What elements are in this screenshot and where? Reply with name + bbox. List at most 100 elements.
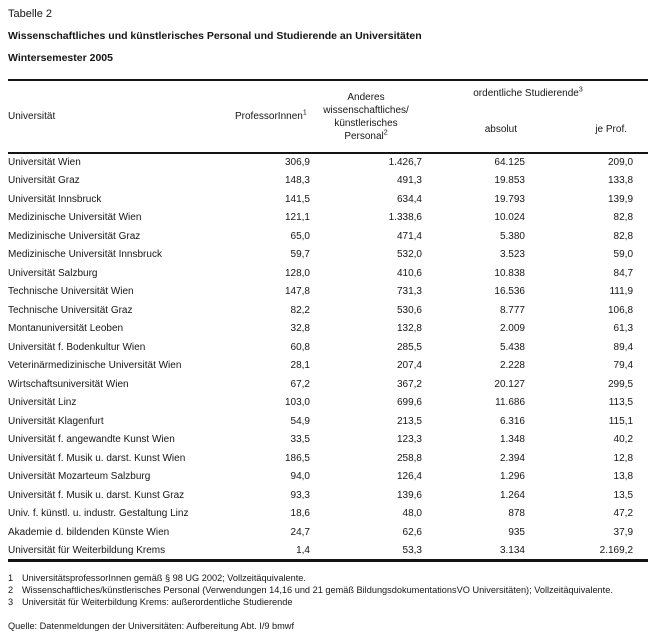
students-absolut-value-cell: 8.777 [499, 304, 525, 316]
students-absolut-value-cell: 1.296 [499, 471, 525, 483]
professors-value-cell: 103,0 [284, 397, 310, 409]
students-je-prof-value-cell: 13,5 [613, 489, 634, 501]
students-je-prof-value-cell: 59,0 [613, 249, 634, 261]
students-absolut-value-cell: 3.523 [499, 249, 525, 261]
table-row: Montanuniversität Leoben 32,8 132,8 2.00… [8, 320, 648, 339]
university-name-cell: Universität f. Bodenkultur Wien [8, 341, 146, 353]
table-row: Universität Salzburg 128,0 410,6 10.838 … [8, 264, 648, 283]
professors-value-cell: 28,1 [290, 360, 310, 372]
document-subtitle: Wintersemester 2005 [8, 52, 113, 64]
professors-value-cell: 93,3 [290, 489, 310, 501]
table-row: Technische Universität Wien 147,8 731,3 … [8, 283, 648, 302]
other-staff-value-cell: 48,0 [402, 508, 422, 520]
other-staff-line-3: künstlerisches [334, 117, 398, 129]
table-row: Universität f. angewandte Kunst Wien 33,… [8, 431, 648, 450]
students-absolut-value-cell: 935 [508, 526, 525, 538]
students-absolut-value-cell: 20.127 [494, 378, 525, 390]
university-name-cell: Akademie d. bildenden Künste Wien [8, 526, 170, 538]
other-staff-value-cell: 634,4 [396, 193, 422, 205]
table-row: Universität Linz 103,0 699,6 11.686 113,… [8, 394, 648, 413]
students-je-prof-value-cell: 113,5 [608, 397, 634, 409]
table-row: Medizinische Universität Innsbruck 59,7 … [8, 246, 648, 265]
students-je-prof-value-cell: 139,9 [607, 193, 634, 205]
other-staff-value-cell: 532,0 [396, 249, 422, 261]
students-je-prof-value-cell: 82,8 [613, 230, 634, 242]
other-staff-value-cell: 258,8 [396, 452, 422, 464]
footnote-text: Universität für Weiterbildung Krems: auß… [22, 597, 293, 608]
professors-value-cell: 33,5 [290, 434, 310, 446]
table-row: Technische Universität Graz 82,2 530,6 8… [8, 301, 648, 320]
document-title: Wissenschaftliches und künstlerisches Pe… [8, 30, 422, 42]
other-staff-value-cell: 1.338,6 [388, 212, 422, 224]
footnote-marker-1: 1 [302, 109, 307, 117]
professors-value-cell: 128,0 [284, 267, 310, 279]
professors-value-cell: 24,7 [290, 526, 310, 538]
table-row: Universität f. Musik u. darst. Kunst Gra… [8, 486, 648, 505]
professors-value-cell: 65,0 [290, 230, 310, 242]
footnote-marker-2: 2 [383, 129, 388, 137]
other-staff-value-cell: 213,5 [396, 415, 422, 427]
table-row: Universität für Weiterbildung Krems 1,4 … [8, 542, 648, 561]
table-row: Univ. f. künstl. u. industr. Gestaltung … [8, 505, 648, 524]
students-je-prof-value-cell: 79,4 [613, 360, 634, 372]
other-staff-value-cell: 132,8 [396, 323, 422, 335]
students-je-prof-value-cell: 84,7 [613, 267, 634, 279]
students-je-prof-value-cell: 209,0 [607, 157, 634, 169]
university-name-cell: Medizinische Universität Innsbruck [8, 249, 162, 261]
column-header-universitaet: Universität [8, 80, 235, 153]
other-staff-line-1: Anderes [347, 91, 385, 103]
students-absolut-value-cell: 11.686 [495, 397, 525, 409]
source-line: Quelle: Datenmeldungen der Universitäten… [8, 621, 294, 632]
students-absolut-value-cell: 64.125 [494, 157, 525, 169]
other-staff-value-cell: 367,2 [396, 378, 422, 390]
footnote-number: 1 [8, 572, 14, 583]
students-je-prof-value-cell: 82,8 [613, 212, 634, 224]
table-label: Tabelle 2 [8, 8, 53, 20]
university-name-cell: Universität f. Musik u. darst. Kunst Gra… [8, 489, 185, 501]
university-name-cell: Medizinische Universität Wien [8, 212, 142, 224]
column-header-universitaet-label: Universität [8, 111, 56, 122]
column-header-professorinnen-label: ProfessorInnen [235, 111, 303, 122]
table-row: Akademie d. bildenden Künste Wien 24,7 6… [8, 523, 648, 542]
university-name-cell: Technische Universität Graz [8, 304, 133, 316]
other-staff-line-2: wissenschaftliches/ [323, 104, 409, 116]
footnote-text: Wissenschaftliches/künstlerisches Person… [22, 584, 613, 595]
column-header-professorinnen: ProfessorInnen1 [235, 80, 310, 153]
table-row: Veterinärmedizinische Universität Wien 2… [8, 357, 648, 376]
other-staff-value-cell: 471,4 [396, 230, 422, 242]
professors-value-cell: 148,3 [284, 175, 310, 187]
other-staff-value-cell: 123,3 [396, 434, 422, 446]
students-absolut-value-cell: 1.264 [499, 489, 525, 501]
university-name-cell: Wirtschaftsuniversität Wien [8, 378, 129, 390]
footnote-text: UniversitätsprofessorInnen gemäß § 98 UG… [22, 572, 306, 583]
professors-value-cell: 94,0 [290, 471, 310, 483]
table-row: Universität Innsbruck 141,5 634,4 19.793… [8, 190, 648, 209]
university-name-cell: Universität Mozarteum Salzburg [8, 471, 151, 483]
other-staff-line-4: Personal [344, 130, 384, 142]
professors-value-cell: 121,1 [284, 212, 310, 224]
university-name-cell: Universität für Weiterbildung Krems [8, 544, 166, 556]
other-staff-value-cell: 62,6 [402, 526, 422, 538]
footnote-item: 1 UniversitätsprofessorInnen gemäß § 98 … [8, 572, 648, 584]
column-header-absolut: absolut [484, 123, 517, 135]
students-je-prof-value-cell: 106,8 [607, 304, 634, 316]
university-name-cell: Universität Salzburg [8, 267, 98, 279]
other-staff-value-cell: 1.426,7 [388, 157, 422, 169]
university-name-cell: Universität f. Musik u. darst. Kunst Wie… [8, 452, 186, 464]
students-je-prof-value-cell: 115,1 [608, 415, 634, 427]
students-absolut-value-cell: 2.009 [499, 323, 525, 335]
professors-value-cell: 60,8 [290, 341, 310, 353]
table-row: Medizinische Universität Wien 121,1 1.33… [8, 209, 648, 228]
university-name-cell: Universität Linz [8, 397, 77, 409]
professors-value-cell: 67,2 [290, 378, 310, 390]
students-absolut-value-cell: 5.438 [499, 341, 525, 353]
table-row: Universität Mozarteum Salzburg 94,0 126,… [8, 468, 648, 487]
table-row: Medizinische Universität Graz 65,0 471,4… [8, 227, 648, 246]
university-name-cell: Technische Universität Wien [8, 286, 134, 298]
university-name-cell: Universität f. angewandte Kunst Wien [8, 434, 175, 446]
table-row: Universität Wien 306,9 1.426,7 64.125 20… [8, 153, 648, 172]
table-body: Universität Wien 306,9 1.426,7 64.125 20… [8, 153, 648, 560]
column-group-label: ordentliche Studierende [473, 88, 579, 99]
students-je-prof-value-cell: 2.169,2 [599, 544, 634, 556]
university-name-cell: Veterinärmedizinische Universität Wien [8, 360, 182, 372]
